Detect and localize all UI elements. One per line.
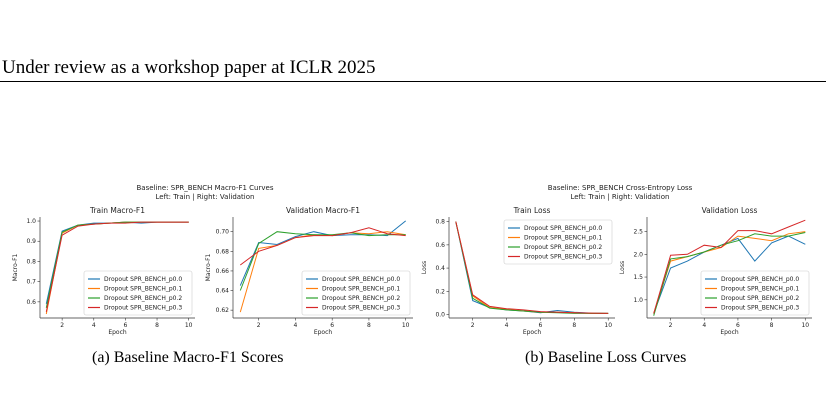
running-header: Under review as a workshop paper at ICLR… bbox=[2, 57, 376, 78]
y-tick-label: 0.2 bbox=[435, 288, 445, 295]
x-axis-label: Epoch bbox=[108, 329, 127, 336]
x-tick-label: 6 bbox=[539, 322, 543, 329]
x-tick-label: 10 bbox=[402, 322, 410, 329]
chart-train-loss: Train Loss Epoch Loss 2 4 6 8 10 0.0 0.2 0.4 0.6 0.8… bbox=[421, 206, 615, 336]
legend-entry: Dropout SPR_BENCH_p0.3 bbox=[524, 254, 602, 261]
y-axis-label: Loss bbox=[619, 261, 626, 274]
chart-title: Validation Macro-F1 bbox=[286, 206, 360, 215]
series-line-p0-3 bbox=[45, 221, 189, 313]
y-tick-label: 0.8 bbox=[435, 219, 445, 226]
legend-entry: Dropout SPR_BENCH_p0.2 bbox=[524, 244, 602, 251]
x-tick-label: 8 bbox=[367, 322, 371, 329]
y-axis-label: Macro-F1 bbox=[12, 253, 19, 281]
legend-entry: Dropout SPR_BENCH_p0.3 bbox=[104, 305, 182, 312]
y-tick-label: 0.0 bbox=[435, 312, 445, 319]
y-axis-label: Macro-F1 bbox=[205, 253, 212, 281]
y-tick-label: 0.7 bbox=[26, 279, 36, 286]
y-tick-label: 0.68 bbox=[216, 248, 230, 255]
x-tick-label: 4 bbox=[92, 322, 96, 329]
x-tick-label: 10 bbox=[185, 322, 193, 329]
series-line-p0-3 bbox=[653, 219, 806, 314]
y-tick-label: 0.64 bbox=[216, 288, 230, 295]
legend-entry: Dropout SPR_BENCH_p0.0 bbox=[721, 276, 799, 283]
y-tick-label: 0.62 bbox=[216, 307, 230, 314]
series-line-p0-1 bbox=[653, 231, 806, 314]
x-tick-label: 10 bbox=[604, 322, 612, 329]
x-tick-label: 2 bbox=[471, 322, 475, 329]
chart-title: Train Loss bbox=[513, 206, 551, 215]
y-tick-label: 2.5 bbox=[633, 229, 643, 236]
legend-box bbox=[301, 270, 411, 316]
x-tick-label: 6 bbox=[736, 322, 740, 329]
figure-a-suptitle-line1: Baseline: SPR_BENCH Macro-F1 Curves bbox=[137, 184, 274, 192]
x-tick-label: 6 bbox=[330, 322, 334, 329]
x-axis-label: Epoch bbox=[314, 329, 333, 336]
x-axis-label: Epoch bbox=[720, 329, 739, 336]
header-rule bbox=[0, 81, 826, 82]
x-tick-label: 10 bbox=[801, 322, 809, 329]
x-tick-label: 8 bbox=[155, 322, 159, 329]
figure-b-suptitle-line1: Baseline: SPR_BENCH Cross-Entropy Loss bbox=[548, 184, 693, 192]
y-tick-label: 0.66 bbox=[216, 268, 230, 275]
y-tick-label: 0.6 bbox=[435, 242, 445, 249]
series-line-p0-3 bbox=[240, 227, 406, 266]
x-tick-label: 4 bbox=[702, 322, 706, 329]
legend-entry: Dropout SPR_BENCH_p0.1 bbox=[721, 286, 799, 293]
legend-entry: Dropout SPR_BENCH_p0.3 bbox=[721, 305, 799, 312]
figure-a-caption: (a) Baseline Macro-F1 Scores bbox=[92, 349, 284, 366]
legend-box bbox=[83, 270, 193, 316]
legend-entry: Dropout SPR_BENCH_p0.2 bbox=[322, 295, 400, 302]
y-tick-label: 0.70 bbox=[216, 229, 230, 236]
y-tick-label: 2.0 bbox=[633, 251, 643, 258]
legend-entry: Dropout SPR_BENCH_p0.1 bbox=[322, 286, 400, 293]
x-tick-label: 6 bbox=[123, 322, 127, 329]
x-tick-label: 4 bbox=[294, 322, 298, 329]
legend-entry: Dropout SPR_BENCH_p0.3 bbox=[322, 305, 400, 312]
x-tick-label: 2 bbox=[669, 322, 673, 329]
y-tick-label: 0.4 bbox=[435, 265, 445, 272]
x-tick-label: 8 bbox=[572, 322, 576, 329]
x-tick-label: 2 bbox=[257, 322, 261, 329]
legend-entry: Dropout SPR_BENCH_p0.2 bbox=[104, 295, 182, 302]
y-tick-label: 1.0 bbox=[633, 297, 643, 304]
legend-entry: Dropout SPR_BENCH_p0.1 bbox=[104, 286, 182, 293]
y-axis-label: Loss bbox=[421, 261, 428, 274]
chart-validation-loss: Validation Loss Epoch Loss 2 4 6 8 10 1.0 1.5 2.0 2… bbox=[619, 206, 812, 336]
figure-b-caption: (b) Baseline Loss Curves bbox=[525, 349, 687, 366]
legend-entry: Dropout SPR_BENCH_p0.0 bbox=[524, 225, 602, 232]
legend-box bbox=[700, 270, 810, 316]
x-axis-label: Epoch bbox=[523, 329, 542, 336]
series-line-p0-2 bbox=[239, 231, 406, 291]
figure-b-suptitle-line2: Left: Train | Right: Validation bbox=[571, 193, 670, 201]
y-tick-label: 0.8 bbox=[26, 258, 36, 265]
series-line-p0-3 bbox=[455, 221, 609, 314]
legend-entry: Dropout SPR_BENCH_p0.2 bbox=[721, 295, 799, 302]
legend-entry: Dropout SPR_BENCH_p0.1 bbox=[524, 235, 602, 242]
x-tick-label: 4 bbox=[505, 322, 509, 329]
chart-title: Validation Loss bbox=[702, 206, 758, 215]
x-tick-label: 2 bbox=[60, 322, 64, 329]
x-tick-label: 8 bbox=[770, 322, 774, 329]
figure-a-suptitle-line2: Left: Train | Right: Validation bbox=[156, 193, 255, 201]
series-line-p0-2 bbox=[653, 232, 806, 316]
legend-box bbox=[503, 219, 613, 265]
y-tick-label: 0.6 bbox=[26, 299, 36, 306]
y-tick-label: 0.9 bbox=[26, 238, 36, 245]
chart-title: Train Macro-F1 bbox=[89, 206, 145, 215]
legend-entry: Dropout SPR_BENCH_p0.0 bbox=[104, 276, 182, 283]
chart-validation-macro-f1: Validation Macro-F1 Epoch Macro-F1 2 4 6 8 10 0.… bbox=[205, 206, 413, 336]
y-tick-label: 1.5 bbox=[633, 274, 643, 281]
chart-train-macro-f1: Train Macro-F1 Epoch Macro-F1 2 4 6 8 10 0.6 0.7 0… bbox=[12, 206, 195, 336]
legend-entry: Dropout SPR_BENCH_p0.0 bbox=[322, 276, 400, 283]
y-tick-label: 1.0 bbox=[26, 218, 36, 225]
